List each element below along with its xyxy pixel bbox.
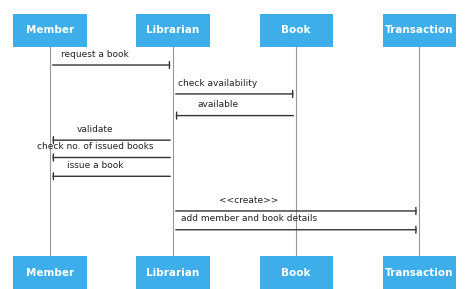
Text: Transaction: Transaction [385,25,454,35]
Text: Member: Member [26,268,74,278]
Text: Librarian: Librarian [146,268,200,278]
FancyBboxPatch shape [383,14,456,47]
Text: Transaction: Transaction [385,268,454,278]
Text: check availability: check availability [178,79,258,88]
Text: Librarian: Librarian [146,25,200,35]
Text: <<create>>: <<create>> [219,196,279,205]
FancyBboxPatch shape [136,257,210,289]
FancyBboxPatch shape [136,14,210,47]
FancyBboxPatch shape [13,14,86,47]
Text: request a book: request a book [61,50,128,59]
FancyBboxPatch shape [383,257,456,289]
Text: available: available [198,100,238,109]
Text: Member: Member [26,25,74,35]
FancyBboxPatch shape [259,257,333,289]
FancyBboxPatch shape [259,14,333,47]
Text: validate: validate [76,125,113,134]
Text: check no. of issued books: check no. of issued books [36,142,153,151]
Text: Book: Book [282,25,311,35]
Text: add member and book details: add member and book details [181,214,317,223]
Text: Book: Book [282,268,311,278]
Text: issue a book: issue a book [66,161,123,170]
FancyBboxPatch shape [13,257,86,289]
